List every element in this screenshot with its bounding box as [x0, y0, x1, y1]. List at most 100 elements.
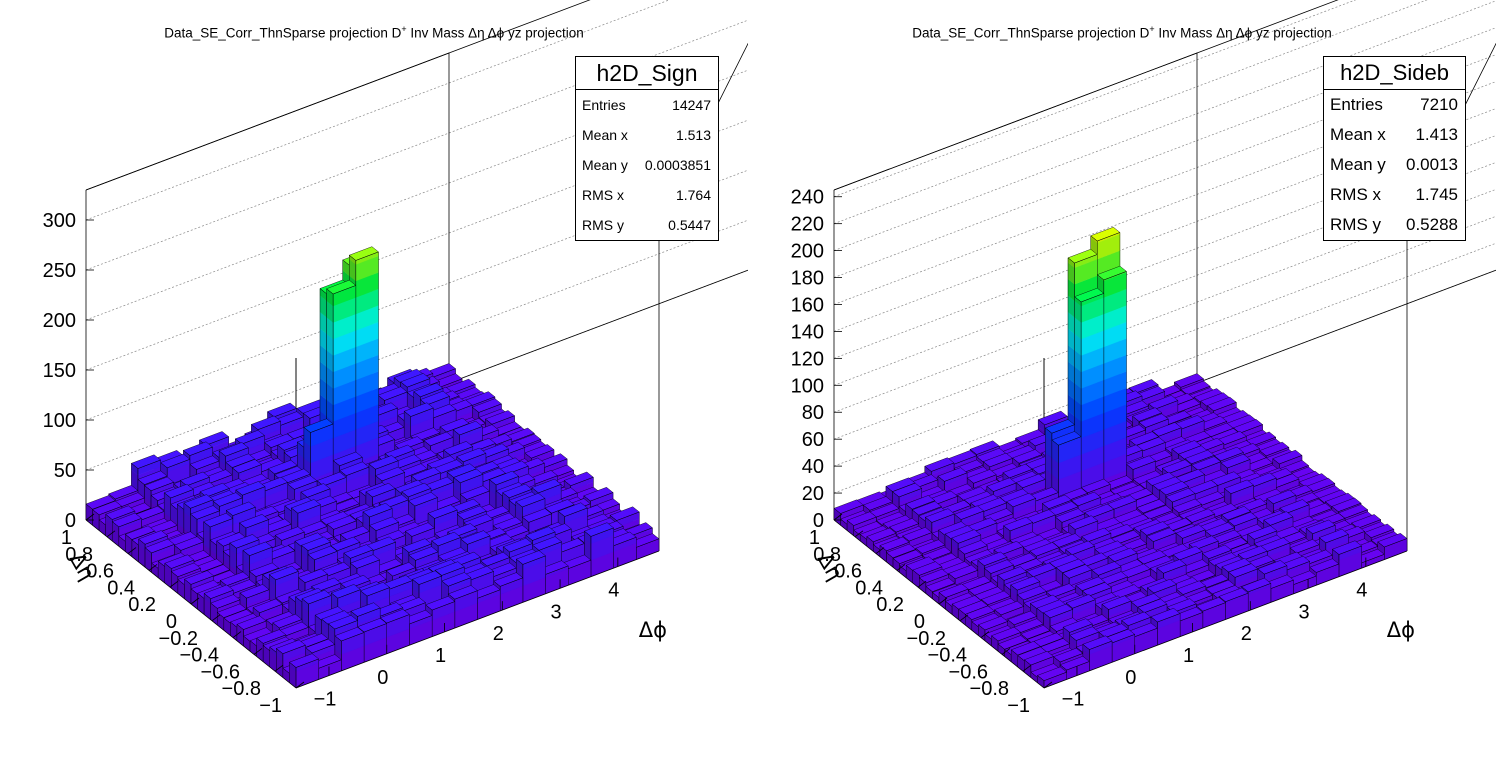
stats-row: RMS y 0.5288 — [1330, 215, 1458, 234]
z-tick-label: 0 — [65, 510, 76, 532]
phi-tick-label: 3 — [1299, 601, 1310, 623]
z-gridline — [85, 332, 450, 471]
z-tick-label: 120 — [791, 348, 824, 370]
eta-tick — [232, 631, 242, 638]
eta-tick — [127, 547, 137, 554]
eta-tick — [1022, 664, 1032, 672]
z-tick-label: 50 — [54, 460, 76, 482]
phi-axis-title: Δϕ — [1387, 618, 1415, 642]
lego-bar — [538, 560, 569, 595]
eta-tick — [106, 530, 116, 538]
eta-tick-label: 1 — [809, 527, 820, 549]
frame-edge — [1196, 269, 1496, 384]
z-tick-label: 220 — [791, 214, 824, 236]
z-tick-label: 200 — [791, 241, 824, 263]
z-tick-label: 180 — [791, 268, 824, 290]
eta-tick-label: −0.2 — [159, 628, 198, 650]
eta-tick — [854, 530, 864, 538]
z-gridline — [1196, 242, 1496, 357]
z-tick-label: 300 — [43, 210, 76, 232]
eta-tick-label: −0.8 — [222, 678, 261, 700]
z-gridline — [85, 282, 450, 421]
z-gridline — [833, 194, 1198, 332]
eta-tick — [959, 614, 969, 622]
eta-tick-label: 0.2 — [876, 594, 904, 616]
z-gridline — [1196, 0, 1496, 114]
chart-panel-left: 0 50 100 150 200 250 300 −1 0 1 2 3 4 Δϕ −1 −0.8 −0.6 −0.… — [43, 0, 748, 717]
eta-tick-label: −0.8 — [970, 678, 1009, 700]
z-gridline — [85, 182, 450, 321]
stats-row: RMS x 1.745 — [1330, 185, 1458, 204]
stats-name: h2D_Sign — [576, 57, 718, 90]
frame-edge — [448, 269, 748, 384]
stats-row: Entries 7210 — [1330, 95, 1458, 114]
z-tick-label: 100 — [791, 375, 824, 397]
eta-tick-label: −1 — [259, 695, 282, 717]
eta-tick — [295, 681, 305, 689]
z-gridline — [1196, 0, 1428, 88]
z-tick-label: 250 — [43, 260, 76, 282]
eta-tick — [896, 564, 906, 571]
stats-name: h2D_Sideb — [1324, 57, 1465, 90]
z-tick-label: 0 — [813, 510, 824, 532]
phi-tick-label: 4 — [1356, 580, 1367, 602]
z-tick-label: 160 — [791, 294, 824, 316]
z-gridline — [85, 232, 450, 371]
phi-tick-label: 3 — [551, 601, 562, 623]
stats-row: Mean y 0.0003851 — [582, 157, 711, 173]
z-tick-label: 60 — [802, 429, 824, 451]
stats-row: Mean y 0.0013 — [1330, 155, 1458, 174]
phi-tick-label: 0 — [1125, 667, 1136, 689]
z-tick-label: 20 — [802, 483, 824, 505]
eta-tick-label: −0.6 — [201, 661, 240, 683]
phi-tick-label: 1 — [1183, 645, 1194, 667]
z-gridline — [448, 269, 748, 384]
z-gridline — [85, 82, 450, 221]
phi-tick-label: −1 — [314, 689, 337, 711]
eta-tick-label: −0.4 — [180, 645, 219, 667]
z-tick-label: 40 — [802, 456, 824, 478]
eta-tick-label: −0.6 — [949, 661, 988, 683]
phi-tick-label: 4 — [608, 580, 619, 602]
phi-axis-title: Δϕ — [639, 618, 667, 642]
eta-tick-label: 0.8 — [813, 544, 841, 566]
eta-tick-label: −0.4 — [928, 645, 967, 667]
chart-panel-right: 0 20 40 60 80 100 120 140 160 180 200 220 240 −1 0 1 2 3 4… — [748, 0, 1496, 772]
phi-tick-label: 1 — [435, 645, 446, 667]
eta-tick — [917, 580, 927, 588]
z-gridline — [833, 247, 1198, 386]
eta-tick-label: 0 — [914, 611, 925, 633]
stats-row: RMS y 0.5447 — [582, 217, 711, 233]
stats-row: RMS x 1.764 — [582, 187, 711, 203]
eta-tick-label: 0.4 — [107, 577, 135, 599]
eta-tick — [85, 513, 95, 521]
z-gridline — [833, 301, 1198, 440]
z-gridline — [833, 113, 1198, 251]
stats-row: Mean x 1.413 — [1330, 125, 1458, 144]
z-gridline — [448, 0, 670, 84]
z-tick-label: 80 — [802, 402, 824, 424]
eta-tick — [169, 580, 179, 588]
z-tick-label: 140 — [791, 321, 824, 343]
z-gridline — [1196, 269, 1496, 384]
eta-tick — [211, 614, 221, 622]
z-tick-label: 200 — [43, 310, 76, 332]
stats-row: Mean x 1.513 — [582, 127, 711, 143]
z-gridline — [833, 86, 1198, 225]
plot-title-right: Data_SE_Corr_ThnSparse projection D+ Inv… — [912, 24, 1332, 41]
eta-tick — [1043, 681, 1053, 689]
z-gridline — [448, 219, 748, 334]
eta-tick-label: 0.8 — [65, 544, 93, 566]
z-gridline — [1196, 215, 1496, 330]
phi-axis-line — [1043, 550, 1408, 689]
lego-bars — [85, 246, 660, 689]
lego-bars — [833, 226, 1408, 689]
eta-tick — [980, 631, 990, 638]
lego-plot-right: 020406080100120140160180200220240−101234… — [791, 0, 1496, 717]
z-tick-label: 100 — [43, 410, 76, 432]
eta-tick — [833, 513, 843, 521]
eta-tick — [253, 648, 263, 655]
eta-tick — [148, 564, 158, 571]
z-gridline — [833, 140, 1198, 278]
lego-bar — [289, 653, 320, 689]
